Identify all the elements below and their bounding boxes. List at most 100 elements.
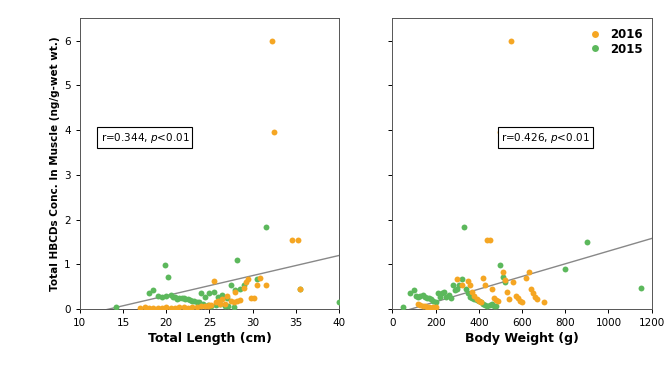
Point [232,298,243,304]
Point [293,237,303,243]
Point [426,305,436,311]
Point [491,297,501,303]
Point [415,293,426,299]
Point [510,293,521,299]
Point [424,304,434,310]
Point [538,300,549,305]
Point [515,298,525,304]
Point [422,304,432,310]
Point [454,282,465,287]
Point [501,289,512,295]
Point [489,295,499,301]
Point [215,301,225,307]
Point [458,224,469,230]
Point [484,237,495,243]
Point [430,304,441,310]
Point [482,237,493,243]
Point [187,304,198,310]
Point [228,300,239,305]
Point [217,296,228,302]
Point [420,304,430,309]
Point [187,298,198,304]
Point [213,298,223,304]
Point [446,295,456,301]
Point [202,302,213,308]
Point [245,295,256,301]
Point [252,276,263,282]
Point [152,293,163,299]
Point [430,300,441,305]
Point [230,289,241,295]
Point [334,300,344,305]
Point [174,295,185,301]
Point [213,294,223,300]
Point [467,295,477,301]
Point [489,302,499,308]
Point [178,295,189,301]
Point [144,305,154,311]
Point [480,282,491,287]
Text: r=0.344, $\it{p}$<0.01: r=0.344, $\it{p}$<0.01 [100,131,190,145]
Point [441,294,452,300]
Point [170,294,180,300]
Point [477,275,488,281]
Point [232,257,243,263]
Point [521,275,532,281]
Point [422,295,432,301]
Point [482,302,493,308]
Point [241,279,251,285]
Point [491,304,501,309]
Point [426,296,436,302]
Point [465,294,475,300]
Point [432,290,443,296]
Point [192,300,202,305]
Point [206,302,217,308]
Point [152,305,163,311]
Point [460,286,471,292]
X-axis label: Body Weight (g): Body Weight (g) [465,332,579,345]
Point [226,282,237,287]
Point [497,269,508,275]
Point [269,130,280,135]
Point [235,297,245,303]
Point [477,301,488,307]
Point [261,224,271,230]
Point [523,269,534,275]
Point [475,300,486,305]
Point [161,304,172,310]
Point [448,282,458,287]
Point [196,290,206,296]
Point [398,304,408,310]
Point [486,286,497,292]
Legend: 2016, 2015: 2016, 2015 [580,24,646,59]
Point [206,302,217,308]
Point [267,38,277,44]
Point [504,296,515,302]
Point [235,286,245,292]
Point [221,293,232,299]
Point [228,304,239,310]
Point [168,294,178,300]
Point [295,286,306,292]
Point [473,298,484,304]
Point [517,300,527,305]
Point [200,294,211,300]
Point [163,274,174,280]
Point [428,304,439,310]
Point [413,301,424,307]
Point [192,304,202,310]
Point [211,300,221,305]
Point [176,295,187,301]
Point [529,294,540,300]
Point [239,282,249,287]
Point [525,286,536,292]
Point [450,287,460,293]
Point [174,304,185,310]
Point [439,289,450,295]
Y-axis label: Total HBCDs Conc. In Muscle (ng/g-wet wt.): Total HBCDs Conc. In Muscle (ng/g-wet wt… [50,36,60,291]
Point [209,279,219,284]
Point [249,295,260,301]
Point [287,237,297,243]
Point [452,286,463,292]
Point [140,304,150,310]
